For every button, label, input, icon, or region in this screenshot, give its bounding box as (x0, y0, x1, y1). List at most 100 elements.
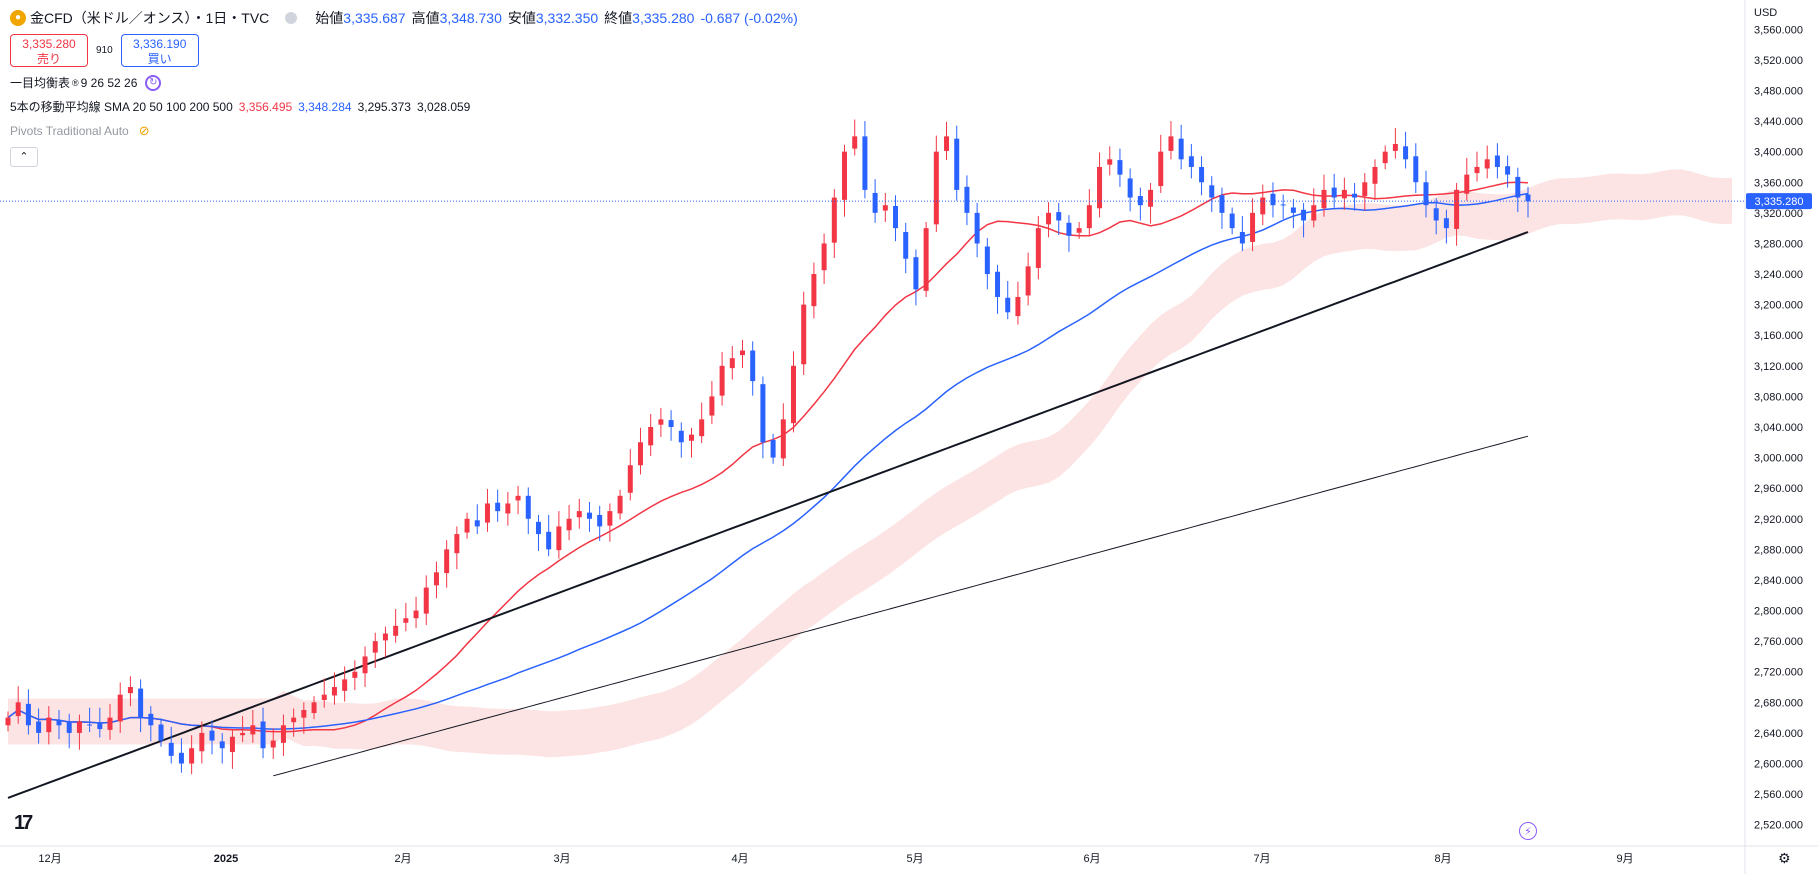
candle-body (178, 752, 184, 764)
sma-value-4: 3,028.059 (416, 100, 471, 114)
candle-body (984, 246, 990, 275)
candle-body (1392, 144, 1398, 151)
candle-body (903, 231, 909, 259)
candle-body (15, 702, 21, 717)
candle-body (525, 495, 531, 519)
candle-body (597, 514, 603, 527)
candle-body (423, 587, 429, 614)
candle-body (811, 274, 817, 307)
candle-body (770, 440, 776, 458)
ichimoku-legend[interactable]: 一目均衡表 ® 9 26 52 26 ↻ (10, 71, 798, 95)
symbol-title[interactable]: 金CFD（米ドル／オンス）・1日・TVC (30, 10, 270, 26)
candle-body (97, 722, 103, 730)
price-tick: 3,400.000 (1754, 147, 1803, 159)
collapse-legend-button[interactable]: ⌃ (10, 147, 38, 167)
price-tick: 2,800.000 (1754, 606, 1803, 618)
time-axis[interactable]: 12月 2025 2月 3月 4月 5月 6月 7月 8月 9月 (38, 853, 1633, 865)
time-tick: 2月 (394, 853, 411, 865)
settings-gear-icon[interactable]: ⚙ (1778, 850, 1791, 866)
currency-button[interactable]: USD (1754, 7, 1778, 19)
candle-body (1515, 176, 1521, 198)
candle-body (842, 151, 848, 200)
price-tick: 3,240.000 (1754, 269, 1803, 281)
price-tick: 2,760.000 (1754, 636, 1803, 648)
candle-body (331, 687, 337, 696)
candle-body (1352, 193, 1358, 198)
close-value: 3,335.280 (632, 10, 695, 26)
sma-legend[interactable]: 5本の移動平均線 SMA 20 50 100 200 500 3,356.495… (10, 95, 798, 119)
time-tick: 8月 (1434, 853, 1451, 865)
candle-body (913, 257, 919, 290)
eye-off-icon[interactable]: ⊘ (138, 123, 150, 138)
ichimoku-params: 9 26 52 26 (80, 76, 138, 90)
candle-body (1443, 218, 1449, 229)
candle-body (831, 197, 837, 243)
candle-body (1066, 222, 1072, 236)
candle-body (1199, 166, 1205, 183)
candle-body (189, 748, 195, 764)
candle-body (566, 518, 572, 531)
buy-button[interactable]: 3,336.190 買い (120, 34, 199, 67)
chart-legend: ● 金CFD（米ドル／オンス）・1日・TVC 始値 3,335.687 高値 3,3… (10, 0, 798, 167)
candle-body (821, 243, 827, 271)
tradingview-logo-icon[interactable]: 17 (14, 812, 33, 834)
current-price-text: 3,335.280 (1755, 196, 1804, 208)
candle-body (291, 717, 297, 723)
candle-body (1341, 189, 1347, 199)
sell-button[interactable]: 3,335.280 売り (10, 34, 88, 67)
candle-body (668, 420, 674, 427)
candle-body (321, 694, 327, 701)
price-tick: 3,120.000 (1754, 361, 1803, 373)
sma200-line (7, 231, 1529, 799)
pivots-legend[interactable]: Pivots Traditional Auto ⊘ (10, 119, 798, 143)
candle-body (617, 495, 623, 514)
price-tick: 3,000.000 (1754, 453, 1803, 465)
price-tick: 2,640.000 (1754, 728, 1803, 740)
candle-body (209, 730, 215, 741)
candle-body (1239, 231, 1245, 244)
candle-body (648, 427, 654, 446)
time-tick: 2025 (214, 853, 238, 865)
candle-body (1076, 228, 1082, 233)
candle-body (413, 610, 419, 619)
lightning-icon[interactable]: ⚡ (1519, 822, 1537, 840)
price-tick: 2,720.000 (1754, 667, 1803, 679)
candle-body (1484, 159, 1490, 169)
candle-body (1035, 228, 1041, 268)
candle-body (637, 442, 643, 466)
candle-body (607, 511, 613, 526)
candle-body (36, 721, 42, 733)
loading-cycle-icon: ↻ (145, 75, 162, 91)
candle-body (250, 725, 256, 735)
candle-body (964, 186, 970, 213)
candle-body (862, 136, 868, 190)
price-tick: 2,880.000 (1754, 544, 1803, 556)
candle-body (505, 503, 511, 514)
candle-body (474, 520, 480, 527)
market-status-icon[interactable] (285, 12, 298, 24)
candle-body (148, 713, 154, 726)
ichimoku-info-icon: ® (72, 78, 79, 88)
price-tick: 3,040.000 (1754, 422, 1803, 434)
candle-body (1178, 138, 1184, 160)
time-tick: 6月 (1083, 853, 1100, 865)
candle-body (1127, 178, 1133, 198)
candle-body (1505, 166, 1511, 175)
candle-body (1260, 197, 1266, 215)
candles (5, 119, 1531, 775)
candle-body (1148, 189, 1154, 207)
candle-body (688, 434, 694, 441)
candle-body (535, 521, 541, 535)
candle-body (1290, 207, 1296, 213)
price-tick: 3,080.000 (1754, 391, 1803, 403)
price-tick: 3,200.000 (1754, 300, 1803, 312)
price-axis[interactable]: 3,560.000 3,520.000 3,480.000 3,440.000 3,40… (1754, 24, 1803, 831)
price-tick: 3,480.000 (1754, 85, 1803, 97)
candle-body (576, 511, 582, 518)
candle-body (1046, 212, 1052, 225)
time-tick: 5月 (906, 853, 923, 865)
candle-body (393, 625, 399, 636)
candle-body (1280, 204, 1286, 206)
candle-body (464, 518, 470, 533)
